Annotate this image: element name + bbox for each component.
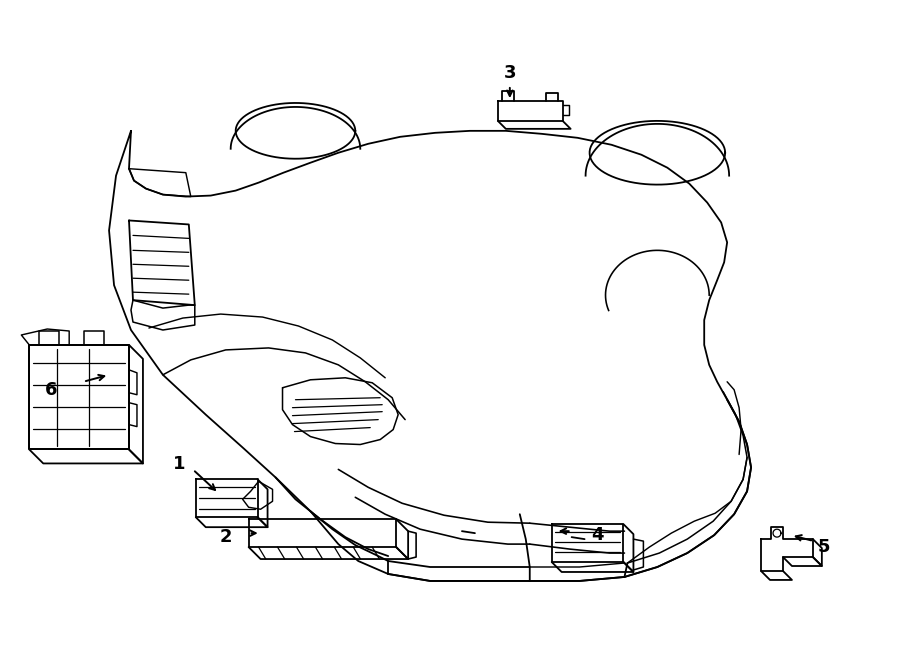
Text: 1: 1 xyxy=(173,455,185,473)
Text: 6: 6 xyxy=(45,381,58,399)
Text: 2: 2 xyxy=(220,528,232,546)
Text: 3: 3 xyxy=(504,64,516,82)
Text: 5: 5 xyxy=(817,538,830,556)
Text: 4: 4 xyxy=(591,526,604,544)
